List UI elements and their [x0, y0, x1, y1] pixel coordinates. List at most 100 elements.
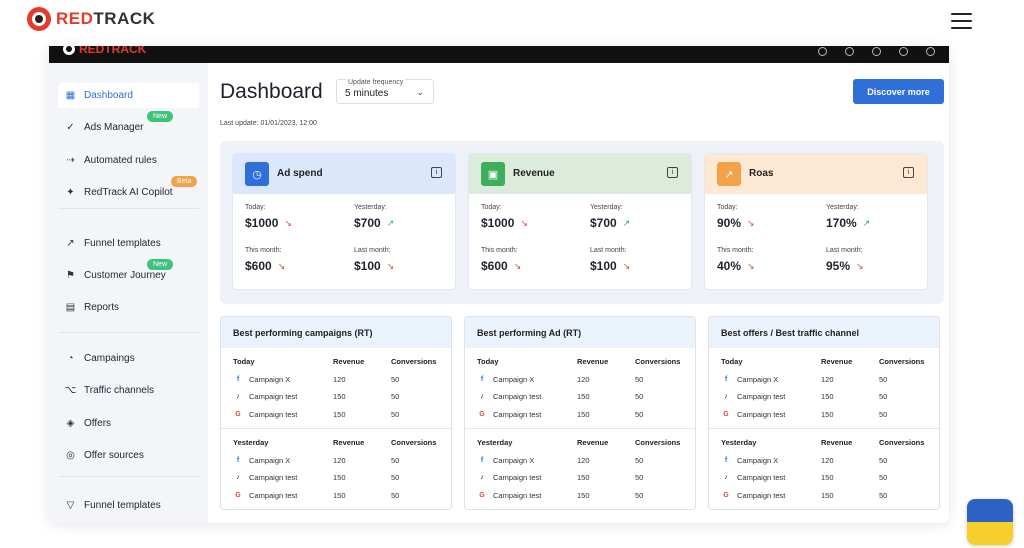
sidebar-item-offers[interactable]: ◈ Offers: [58, 411, 199, 436]
table-row[interactable]: ♪ Campaign test 150 50: [221, 388, 451, 406]
conversions-cell: 50: [391, 473, 400, 482]
google-icon: G: [723, 491, 729, 499]
info-icon[interactable]: i: [667, 167, 678, 178]
kpi-value: $700 ↗: [590, 216, 690, 230]
campaign-name: Campaign test: [737, 490, 786, 500]
kpi-today-value: 90%: [717, 216, 742, 230]
sidebar-item-label: Funnel templates: [84, 500, 161, 511]
kpi-last-month-value: $100: [590, 259, 617, 273]
grid-icon: ▦: [65, 90, 76, 101]
trend-down-icon: ↘: [622, 260, 631, 271]
reports-icon: ▤: [65, 302, 76, 313]
campaign-cell: G Campaign test: [233, 410, 297, 419]
table-row[interactable]: ♪ Campaign test 150 50: [221, 469, 451, 487]
update-frequency-select[interactable]: Update frequency 5 minutes ⌄: [336, 79, 434, 104]
conversions-cell: 50: [635, 374, 644, 384]
sidebar-item-traffic-channels[interactable]: ⌥ Traffic channels: [58, 378, 199, 403]
table-row[interactable]: f Campaign X 120 50: [465, 371, 695, 389]
sidebar-item-campaings[interactable]: ◔ Campaings: [58, 346, 199, 371]
sidebar-item-reports[interactable]: ▤ Reports: [58, 295, 199, 320]
kpi-yesterday-label: Yesterday:: [826, 204, 859, 211]
table-row[interactable]: ♪ Campaign test 150 50: [709, 469, 939, 487]
help-icon[interactable]: [872, 47, 881, 56]
campaign-name: Campaign test: [737, 473, 786, 482]
kpi-month-label: This month:: [481, 247, 518, 254]
chevron-down-icon[interactable]: [926, 47, 935, 56]
kpi-month-value: $600: [245, 259, 272, 273]
table-row[interactable]: ♪ Campaign test 150 50: [465, 469, 695, 487]
sidebar-item-funnel-templates[interactable]: ▽ Funnel templates: [58, 493, 199, 518]
app-logo[interactable]: REDTRACK: [63, 46, 146, 56]
info-icon[interactable]: i: [431, 167, 442, 178]
gauge-icon: ◷: [245, 162, 269, 186]
kpi-month-value: 40%: [717, 259, 742, 273]
campaign-cell: ♪ Campaign test: [721, 392, 785, 401]
conversions-cell: 50: [879, 473, 888, 482]
update-frequency-label: Update frequency: [346, 79, 406, 86]
kpi-yesterday-label: Yesterday:: [590, 204, 623, 211]
conversions-cell: 50: [391, 490, 400, 500]
table-card: Best offers / Best traffic channel Today R…: [708, 316, 940, 510]
table-row[interactable]: G Campaign test 150 50: [465, 487, 695, 505]
table-row[interactable]: f Campaign X 120 50: [709, 371, 939, 389]
offer-tag-icon: ◈: [66, 418, 75, 429]
table-row[interactable]: G Campaign test 150 50: [709, 487, 939, 505]
kpi-card-header: ↗ Roas i: [705, 154, 927, 194]
kpi-value: $1000 ↘: [481, 216, 581, 230]
table-row[interactable]: f Campaign X 120 50: [221, 452, 451, 470]
sidebar-item-redtrack-ai-copilot[interactable]: ✦ RedTrack AI Copilot: [58, 180, 199, 205]
kpi-today-label: Today:: [481, 204, 502, 211]
sidebar-item-offer-sources[interactable]: ◎ Offer sources: [58, 443, 199, 468]
table-section-yesterday: Yesterday Revenue Conversions f Campaign X 12…: [709, 434, 939, 504]
campaign-name: Campaign X: [249, 455, 291, 465]
sidebar-item-automated-rules[interactable]: ⇢ Automated rules: [58, 148, 199, 173]
revenue-cell: 120: [333, 374, 346, 384]
sidebar-item-dashboard[interactable]: ▦ Dashboard: [58, 83, 199, 108]
trend-down-icon: ↘: [747, 217, 755, 228]
table-row[interactable]: G Campaign test 150 50: [221, 406, 451, 424]
table-card: Best performing campaigns (RT) Today Reven…: [220, 316, 452, 510]
kpi-last-month-label: Last month:: [826, 247, 863, 254]
table-row[interactable]: G Campaign test 150 50: [221, 487, 451, 505]
table-row[interactable]: ♪ Campaign test 150 50: [465, 388, 695, 406]
bell-icon[interactable]: [845, 47, 854, 56]
kpi-value: $600 ↘: [245, 259, 345, 273]
facebook-icon: f: [480, 456, 484, 464]
revenue-cell: 120: [577, 455, 590, 465]
conversions-cell: 50: [635, 473, 644, 482]
google-icon: G: [723, 410, 729, 418]
campaign-cell: f Campaign X: [721, 375, 778, 384]
table-row[interactable]: ♪ Campaign test 150 50: [709, 388, 939, 406]
sidebar-item-label: Traffic channels: [84, 385, 155, 396]
trend-down-icon: ↘: [284, 217, 292, 228]
table-row[interactable]: f Campaign X 120 50: [709, 452, 939, 470]
kpi-today-value: $1000: [245, 216, 279, 230]
funnel-chart-icon: ↗: [66, 238, 75, 249]
table-row[interactable]: f Campaign X 120 50: [465, 452, 695, 470]
app-header: REDTRACK: [49, 46, 949, 63]
campaign-name: Campaign X: [249, 374, 291, 384]
sidebar-item-customer-journey[interactable]: ⚑ Customer Journey: [58, 263, 199, 288]
conversions-cell: 50: [879, 490, 888, 500]
discover-more-button[interactable]: Discover more: [853, 79, 944, 104]
tiktok-icon: ♪: [236, 393, 240, 400]
tiktok-icon: ♪: [724, 474, 728, 481]
sidebar-item-ads-manager[interactable]: ✓ Ads Manager: [58, 115, 199, 140]
redtrack-logo[interactable]: REDTRACK: [27, 7, 155, 31]
kpi-value: 170% ↗: [826, 216, 926, 230]
campaign-name: Campaign test: [249, 490, 298, 500]
table-row[interactable]: G Campaign test 150 50: [465, 406, 695, 424]
kpi-today: Today: 90% ↘: [717, 204, 817, 230]
google-icon: G: [479, 491, 485, 499]
info-icon[interactable]: i: [903, 167, 914, 178]
campaign-cell: f Campaign X: [477, 375, 534, 384]
table-row[interactable]: f Campaign X 120 50: [221, 371, 451, 389]
calendar-icon[interactable]: [899, 47, 908, 56]
campaign-cell: f Campaign X: [233, 456, 290, 465]
sidebar-item-funnel-templates[interactable]: ↗ Funnel templates: [58, 231, 199, 256]
user-icon[interactable]: [818, 47, 827, 56]
main-content: Dashboard Update frequency 5 minutes ⌄ L…: [208, 63, 949, 523]
table-row[interactable]: G Campaign test 150 50: [709, 406, 939, 424]
hamburger-menu-icon[interactable]: [951, 13, 972, 29]
kpi-value: $100 ↘: [590, 259, 690, 273]
